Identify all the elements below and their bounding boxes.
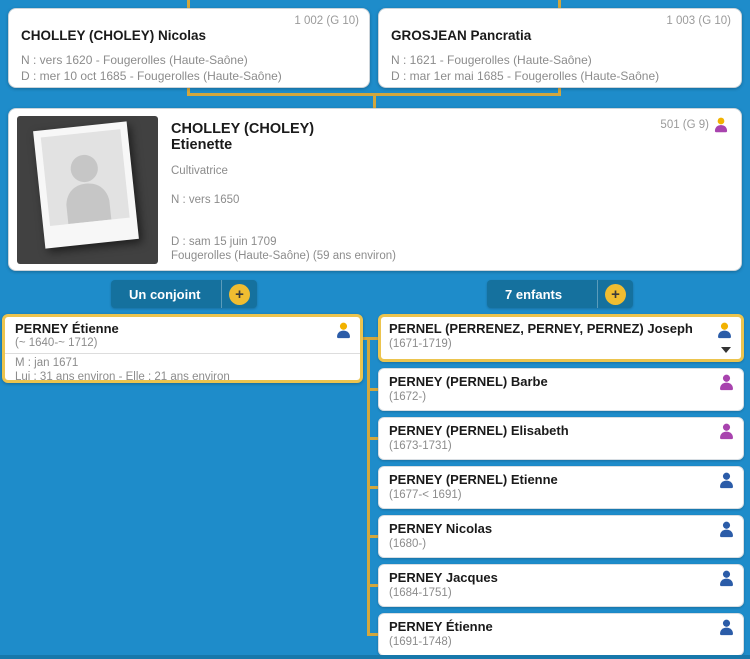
child-dates: (1672-) xyxy=(389,391,427,403)
person-female-icon xyxy=(718,374,735,391)
add-child-button[interactable]: + xyxy=(597,280,633,308)
plus-icon: + xyxy=(229,283,250,305)
spouse-card[interactable]: PERNEY Étienne (~ 1640-~ 1712) M : jan 1… xyxy=(2,314,363,383)
grandmother-card[interactable]: 1 003 (G 10) GROSJEAN Pancratia N : 1621… xyxy=(378,8,742,88)
child-name: PERNEY Jacques xyxy=(389,570,498,585)
children-section-label: 7 enfants xyxy=(505,286,563,302)
marriage-line: M : jan 1671 xyxy=(15,357,79,369)
connector-line xyxy=(558,0,561,10)
add-spouse-button[interactable]: + xyxy=(221,280,257,308)
child-name: PERNEY (PERNEL) Elisabeth xyxy=(389,423,569,438)
bottom-edge-strip xyxy=(0,655,750,659)
person-female-sosa-icon xyxy=(713,117,729,133)
connector-line xyxy=(367,388,379,391)
child-card-etienne1[interactable]: PERNEY (PERNEL) Etienne (1677-< 1691) xyxy=(378,466,744,509)
child-name: PERNEY (PERNEL) Etienne xyxy=(389,472,558,487)
chevron-down-icon[interactable] xyxy=(721,347,731,353)
death-line: D : mer 10 oct 1685 - Fougerolles (Haute… xyxy=(21,69,282,83)
child-card-elisabeth[interactable]: PERNEY (PERNEL) Elisabeth (1673-1731) xyxy=(378,417,744,460)
polaroid-frame xyxy=(33,121,139,249)
person-name: CHOLLEY (CHOLEY) Nicolas xyxy=(21,28,207,43)
person-male-icon xyxy=(718,619,735,636)
connector-line xyxy=(373,93,376,109)
person-male-sosa-icon xyxy=(335,322,352,339)
connector-line xyxy=(187,0,190,10)
person-male-icon xyxy=(718,521,735,538)
child-dates: (1680-) xyxy=(389,538,427,550)
connector-line xyxy=(367,337,379,340)
spouse-section-label: Un conjoint xyxy=(129,286,201,302)
connector-line xyxy=(367,486,379,489)
sosa-number-badge: 501 (G 9) xyxy=(660,119,709,131)
child-dates: (1673-1731) xyxy=(389,440,452,452)
photo-placeholder[interactable] xyxy=(17,116,158,264)
connector-line xyxy=(367,633,379,636)
children-list: PERNEL (PERRENEZ, PERNEY, PERNEZ) Joseph… xyxy=(378,314,744,656)
child-name: PERNEY Nicolas xyxy=(389,521,493,536)
child-name: PERNEY (PERNEL) Barbe xyxy=(389,374,548,389)
child-dates: (1691-1748) xyxy=(389,636,452,648)
connector-line xyxy=(367,437,379,440)
child-dates: (1671-1719) xyxy=(389,338,452,350)
connector-line xyxy=(558,87,561,96)
child-name: PERNEL (PERRENEZ, PERNEY, PERNEZ) Joseph xyxy=(389,321,693,336)
spouse-name: PERNEY Étienne xyxy=(15,321,119,336)
person-male-icon xyxy=(718,570,735,587)
child-dates: (1677-< 1691) xyxy=(389,489,462,501)
person-silhouette-icon xyxy=(66,154,112,225)
child-card-etienne2[interactable]: PERNEY Étienne (1691-1748) xyxy=(378,613,744,656)
death-place: Fougerolles (Haute-Saône) (59 ans enviro… xyxy=(171,250,397,262)
child-name: PERNEY Étienne xyxy=(389,619,493,634)
spouse-section-button[interactable]: Un conjoint + xyxy=(111,280,257,308)
child-dates: (1684-1751) xyxy=(389,587,452,599)
connector-line xyxy=(361,337,371,340)
plus-icon: + xyxy=(605,283,626,305)
person-name-line2: Etienette xyxy=(171,137,233,153)
child-card-joseph[interactable]: PERNEL (PERRENEZ, PERNEY, PERNEZ) Joseph… xyxy=(378,314,744,362)
sosa-number-badge: 1 002 (G 10) xyxy=(294,15,359,27)
person-male-icon xyxy=(718,472,735,489)
birth-line: N : vers 1620 - Fougerolles (Haute-Saône… xyxy=(21,53,248,67)
person-male-sosa-icon xyxy=(716,322,733,339)
divider xyxy=(5,353,360,354)
connector-line xyxy=(367,535,379,538)
spouse-dates: (~ 1640-~ 1712) xyxy=(15,337,98,349)
birth-line: N : 1621 - Fougerolles (Haute-Saône) xyxy=(391,53,592,67)
marriage-ages-line: Lui : 31 ans environ - Elle : 21 ans env… xyxy=(15,371,230,383)
sosa-number-badge: 1 003 (G 10) xyxy=(666,15,731,27)
person-name: GROSJEAN Pancratia xyxy=(391,28,532,43)
children-section-button[interactable]: 7 enfants + xyxy=(487,280,633,308)
occupation: Cultivatrice xyxy=(171,165,228,177)
person-female-icon xyxy=(718,423,735,440)
connector-line xyxy=(187,87,190,96)
child-card-nicolas[interactable]: PERNEY Nicolas (1680-) xyxy=(378,515,744,558)
person-name-line1: CHOLLEY (CHOLEY) xyxy=(171,121,315,137)
main-person-card[interactable]: 501 (G 9) CHOLLEY (CHOLEY) Etienette Cul… xyxy=(8,108,742,271)
connector-line xyxy=(367,584,379,587)
birth-line: N : vers 1650 xyxy=(171,194,240,206)
child-card-jacques[interactable]: PERNEY Jacques (1684-1751) xyxy=(378,564,744,607)
death-line: D : sam 15 juin 1709 xyxy=(171,236,277,248)
child-card-barbe[interactable]: PERNEY (PERNEL) Barbe (1672-) xyxy=(378,368,744,411)
death-line: D : mar 1er mai 1685 - Fougerolles (Haut… xyxy=(391,69,660,83)
grandfather-card[interactable]: 1 002 (G 10) CHOLLEY (CHOLEY) Nicolas N … xyxy=(8,8,370,88)
